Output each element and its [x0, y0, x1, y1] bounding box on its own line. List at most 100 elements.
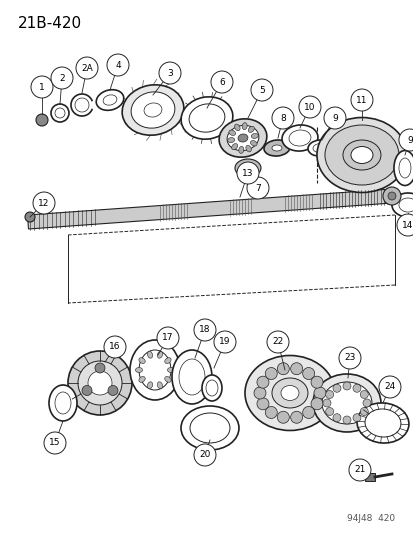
Text: 13: 13: [242, 168, 253, 177]
Circle shape: [25, 212, 35, 222]
Ellipse shape: [316, 117, 406, 192]
Ellipse shape: [226, 125, 258, 151]
Text: 8: 8: [280, 114, 285, 123]
Text: 21: 21: [354, 465, 365, 474]
Circle shape: [332, 384, 340, 392]
Ellipse shape: [218, 119, 266, 157]
Ellipse shape: [228, 130, 235, 135]
Text: 23: 23: [344, 353, 355, 362]
Ellipse shape: [227, 138, 234, 143]
Circle shape: [88, 371, 112, 395]
Ellipse shape: [167, 367, 174, 373]
Text: 2: 2: [59, 74, 65, 83]
Circle shape: [31, 76, 53, 98]
Circle shape: [313, 387, 325, 399]
Ellipse shape: [164, 376, 171, 382]
Ellipse shape: [235, 159, 260, 177]
Text: 2A: 2A: [81, 63, 93, 72]
Circle shape: [82, 385, 92, 395]
Ellipse shape: [180, 406, 238, 450]
Text: 94J48  420: 94J48 420: [346, 514, 394, 523]
Circle shape: [277, 363, 289, 375]
Ellipse shape: [55, 392, 71, 414]
Circle shape: [108, 385, 118, 395]
Ellipse shape: [157, 351, 162, 358]
Ellipse shape: [271, 145, 281, 151]
Ellipse shape: [250, 141, 256, 146]
Ellipse shape: [138, 358, 145, 364]
Circle shape: [107, 54, 129, 76]
Ellipse shape: [288, 130, 310, 146]
Text: 16: 16: [109, 343, 121, 351]
Circle shape: [247, 177, 268, 199]
Ellipse shape: [144, 103, 161, 117]
Circle shape: [342, 416, 350, 424]
Ellipse shape: [147, 351, 152, 358]
Circle shape: [51, 104, 69, 122]
Circle shape: [362, 399, 370, 407]
Ellipse shape: [251, 133, 258, 139]
Circle shape: [265, 368, 277, 379]
Circle shape: [33, 192, 55, 214]
Circle shape: [310, 398, 322, 410]
Text: 24: 24: [383, 383, 395, 392]
Circle shape: [396, 214, 413, 236]
Ellipse shape: [157, 382, 162, 389]
Circle shape: [211, 71, 233, 93]
Circle shape: [256, 398, 268, 410]
Circle shape: [76, 57, 98, 79]
Ellipse shape: [245, 146, 251, 152]
Ellipse shape: [180, 97, 232, 139]
Circle shape: [302, 368, 314, 379]
Ellipse shape: [237, 134, 247, 142]
Circle shape: [350, 89, 372, 111]
Ellipse shape: [130, 340, 180, 400]
Ellipse shape: [356, 403, 408, 443]
Circle shape: [78, 361, 122, 405]
Ellipse shape: [135, 367, 142, 373]
Circle shape: [250, 79, 272, 101]
Circle shape: [55, 108, 65, 118]
Circle shape: [352, 384, 360, 392]
Circle shape: [348, 459, 370, 481]
Circle shape: [265, 407, 277, 418]
Circle shape: [214, 331, 235, 353]
Ellipse shape: [248, 126, 254, 132]
Ellipse shape: [190, 413, 230, 443]
Ellipse shape: [350, 147, 372, 164]
Circle shape: [271, 107, 293, 129]
Text: 22: 22: [272, 337, 283, 346]
Ellipse shape: [103, 95, 116, 105]
Circle shape: [236, 162, 259, 184]
Circle shape: [398, 129, 413, 151]
Circle shape: [95, 363, 105, 373]
Circle shape: [359, 391, 368, 399]
Circle shape: [36, 114, 48, 126]
Circle shape: [194, 319, 216, 341]
Circle shape: [323, 107, 345, 129]
Circle shape: [290, 363, 302, 375]
Ellipse shape: [122, 85, 183, 135]
Ellipse shape: [364, 409, 400, 437]
Text: 9: 9: [406, 135, 412, 144]
Text: 11: 11: [355, 95, 367, 104]
Circle shape: [325, 408, 333, 416]
Ellipse shape: [234, 124, 240, 131]
Circle shape: [382, 187, 400, 205]
Circle shape: [253, 387, 265, 399]
Circle shape: [302, 407, 314, 418]
Ellipse shape: [281, 125, 317, 151]
Text: 5: 5: [259, 85, 264, 94]
Polygon shape: [27, 189, 392, 229]
Ellipse shape: [231, 143, 237, 150]
Circle shape: [352, 414, 360, 422]
Text: 4: 4: [115, 61, 121, 69]
Circle shape: [325, 391, 333, 399]
Text: 20: 20: [199, 450, 210, 459]
Circle shape: [157, 327, 178, 349]
Ellipse shape: [238, 147, 243, 154]
Circle shape: [342, 382, 350, 390]
Circle shape: [159, 62, 180, 84]
Ellipse shape: [307, 140, 331, 156]
Circle shape: [359, 408, 368, 416]
